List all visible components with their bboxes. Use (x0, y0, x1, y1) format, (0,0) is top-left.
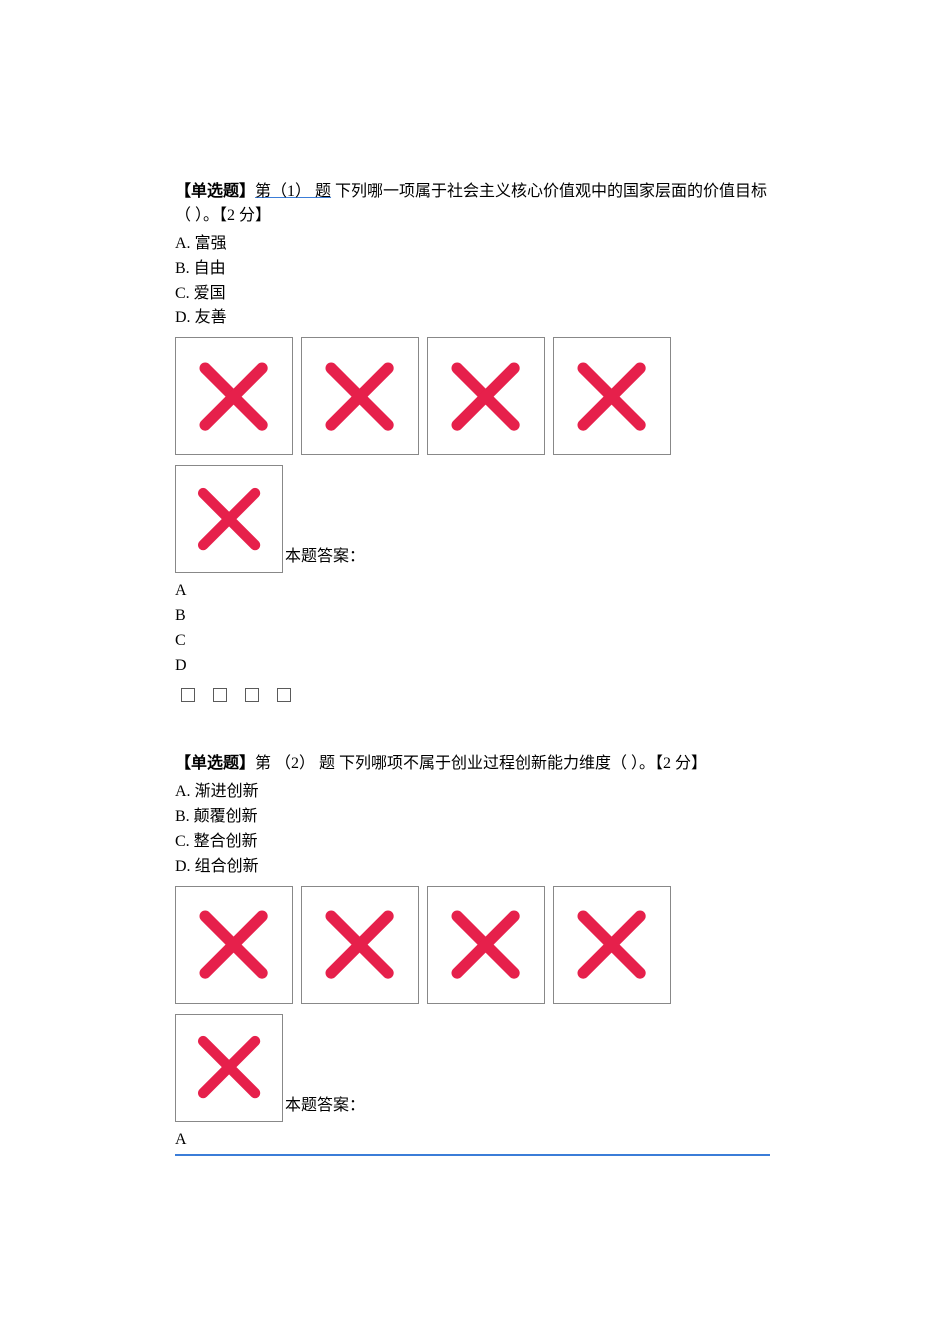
q2-x-row1 (175, 886, 770, 1004)
x-box[interactable] (175, 337, 293, 455)
q2-option-b: B. 颠覆创新 (175, 805, 770, 830)
answer-letter: B (175, 604, 770, 629)
x-box[interactable] (301, 886, 419, 1004)
answer-letter: A (175, 579, 770, 604)
q1-score: 【2 分】 (219, 207, 271, 224)
q2-answer-label: 本题答案： (283, 1094, 365, 1122)
q1-option-c: C. 爱国 (175, 282, 770, 307)
q2-option-c: C. 整合创新 (175, 830, 770, 855)
answer-letter: C (175, 629, 770, 654)
q2-type: 【单选题】 (175, 755, 255, 772)
x-box[interactable] (301, 337, 419, 455)
q1-answer-label: 本题答案： (283, 545, 365, 573)
x-icon (193, 356, 274, 437)
q1-answer-letters: A B C D (175, 579, 770, 678)
x-icon (571, 904, 652, 985)
q1-option-a: A. 富强 (175, 232, 770, 257)
q2-number: 第 （2） 题 (255, 755, 335, 772)
q2-x-row2: 本题答案： (175, 1014, 770, 1122)
x-box[interactable] (427, 337, 545, 455)
x-icon (319, 356, 400, 437)
x-icon (571, 356, 652, 437)
x-box[interactable] (427, 886, 545, 1004)
q2-answer-a: A (175, 1128, 770, 1156)
q1-number: 第（1） 题 (255, 183, 331, 200)
q1-option-d: D. 友善 (175, 306, 770, 331)
question-1-header: 【单选题】第（1） 题 下列哪一项属于社会主义核心价值观中的国家层面的价值目标（… (175, 180, 770, 228)
x-icon (193, 904, 274, 985)
x-box[interactable] (175, 886, 293, 1004)
q1-option-b: B. 自由 (175, 257, 770, 282)
q2-option-a: A. 渐进创新 (175, 780, 770, 805)
checkbox[interactable] (245, 688, 259, 702)
x-box[interactable] (175, 465, 283, 573)
question-2: 【单选题】第 （2） 题 下列哪项不属于创业过程创新能力维度（ ）。【2 分】 … (175, 752, 770, 1155)
q1-options: A. 富强 B. 自由 C. 爱国 D. 友善 (175, 232, 770, 331)
x-box[interactable] (553, 886, 671, 1004)
q1-x-row1 (175, 337, 770, 455)
x-box[interactable] (553, 337, 671, 455)
q2-option-d: D. 组合创新 (175, 855, 770, 880)
x-icon (445, 356, 526, 437)
x-icon (192, 1030, 266, 1104)
q1-x-row2: 本题答案： (175, 465, 770, 573)
q2-options: A. 渐进创新 B. 颠覆创新 C. 整合创新 D. 组合创新 (175, 780, 770, 879)
x-icon (319, 904, 400, 985)
q2-text: 下列哪项不属于创业过程创新能力维度（ ）。 (335, 755, 655, 772)
checkbox[interactable] (213, 688, 227, 702)
q1-type: 【单选题】 (175, 183, 255, 200)
q1-checkbox-row (181, 688, 770, 702)
checkbox[interactable] (277, 688, 291, 702)
x-icon (192, 482, 266, 556)
question-2-header: 【单选题】第 （2） 题 下列哪项不属于创业过程创新能力维度（ ）。【2 分】 (175, 752, 770, 776)
checkbox[interactable] (181, 688, 195, 702)
x-icon (445, 904, 526, 985)
q2-score: 【2 分】 (655, 755, 707, 772)
answer-letter: D (175, 654, 770, 679)
question-1: 【单选题】第（1） 题 下列哪一项属于社会主义核心价值观中的国家层面的价值目标（… (175, 180, 770, 702)
x-box[interactable] (175, 1014, 283, 1122)
